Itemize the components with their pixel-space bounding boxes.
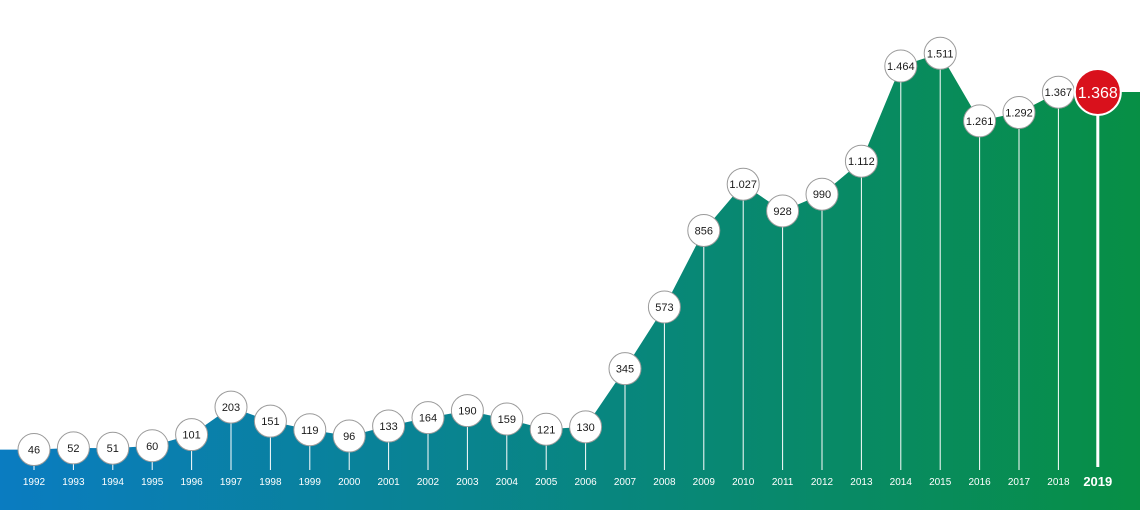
x-tick-label: 2009	[693, 477, 716, 488]
x-tick-label: 2010	[732, 477, 755, 488]
data-label: 164	[419, 413, 437, 425]
x-tick-label: 2015	[929, 477, 952, 488]
x-tick-label: 1994	[102, 477, 125, 488]
data-point	[253, 404, 287, 438]
data-point	[529, 412, 563, 446]
data-label: 1.367	[1045, 87, 1073, 99]
data-label: 856	[695, 225, 713, 237]
data-point	[450, 394, 484, 428]
data-label: 1.261	[966, 116, 994, 128]
data-point	[332, 419, 366, 453]
data-point	[647, 290, 681, 324]
data-label: 190	[458, 406, 476, 418]
data-label: 133	[379, 421, 397, 433]
data-point	[569, 410, 603, 444]
x-tick-label: 2017	[1008, 477, 1031, 488]
data-label: 1.027	[729, 179, 757, 191]
data-point	[175, 418, 209, 452]
data-label: 52	[67, 443, 79, 455]
data-point	[608, 352, 642, 386]
x-tick-label: 2018	[1047, 477, 1070, 488]
data-point	[372, 409, 406, 443]
data-label: 60	[146, 441, 158, 453]
x-tick-label: 1993	[62, 477, 85, 488]
data-point	[884, 49, 918, 83]
x-tick-label: 2005	[535, 477, 558, 488]
data-label: 51	[107, 443, 119, 455]
data-point	[214, 390, 248, 424]
data-label: 1.464	[887, 61, 915, 73]
data-label: 96	[343, 431, 355, 443]
data-label: 203	[222, 402, 240, 414]
x-tick-label: 2006	[574, 477, 597, 488]
data-point	[293, 413, 327, 447]
x-tick-label: 2013	[850, 477, 873, 488]
x-tick-label: 1999	[299, 477, 322, 488]
data-label: 573	[655, 302, 673, 314]
data-point	[766, 194, 800, 228]
data-label: 345	[616, 364, 634, 376]
x-tick-label: 2016	[968, 477, 991, 488]
x-tick-label: 1995	[141, 477, 164, 488]
data-label: 119	[301, 425, 319, 437]
data-point	[844, 144, 878, 178]
x-tick-label: 2001	[377, 477, 400, 488]
data-label: 121	[537, 424, 555, 436]
data-point	[56, 431, 90, 465]
x-tick-label: 2014	[890, 477, 913, 488]
data-point	[805, 177, 839, 211]
chart-marks: 46 1992 52 1993 51 1994 60 1995 101 1996 203 1997 15…	[17, 36, 1122, 489]
data-point	[1002, 96, 1036, 130]
data-point	[17, 433, 51, 467]
x-tick-label: 2008	[653, 477, 676, 488]
data-point	[135, 429, 169, 463]
data-point	[490, 402, 524, 436]
data-label: 928	[773, 206, 791, 218]
highlight-point	[1073, 67, 1122, 116]
x-tick-label: 2004	[496, 477, 519, 488]
x-tick-label: 2003	[456, 477, 479, 488]
x-tick-label: 2011	[772, 477, 794, 488]
data-label: 151	[261, 416, 279, 428]
x-tick-label: 2000	[338, 477, 361, 488]
x-tick-label: 2007	[614, 477, 637, 488]
data-point	[96, 431, 130, 465]
data-label: 1.292	[1005, 108, 1033, 120]
data-point	[411, 401, 445, 435]
x-tick-label: 1998	[259, 477, 282, 488]
x-tick-label: 2019	[1083, 474, 1112, 489]
x-tick-label: 1996	[180, 477, 203, 488]
data-point	[963, 104, 997, 138]
data-point	[687, 213, 721, 247]
data-label: 1.112	[848, 156, 875, 168]
data-label: 1.511	[927, 48, 954, 60]
data-label: 101	[182, 430, 200, 442]
data-label: 159	[498, 414, 516, 426]
x-tick-label: 1992	[23, 477, 46, 488]
x-tick-label: 1997	[220, 477, 243, 488]
data-point	[726, 167, 760, 201]
data-label: 1.368	[1078, 85, 1118, 102]
x-tick-label: 2002	[417, 477, 440, 488]
data-label: 990	[813, 189, 831, 201]
x-tick-label: 2012	[811, 477, 834, 488]
data-label: 130	[576, 422, 594, 434]
data-label: 46	[28, 445, 40, 457]
data-point	[923, 36, 957, 70]
